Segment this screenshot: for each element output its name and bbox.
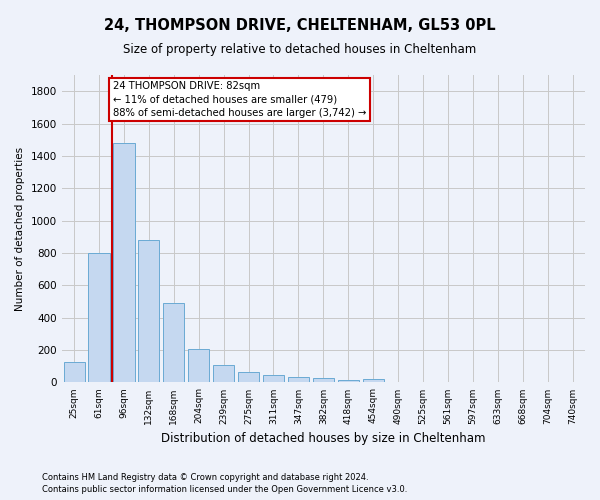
Bar: [238, 372, 259, 382]
Bar: [188, 350, 209, 382]
Text: 24 THOMPSON DRIVE: 82sqm
← 11% of detached houses are smaller (479)
88% of semi-: 24 THOMPSON DRIVE: 82sqm ← 11% of detach…: [113, 82, 366, 118]
Y-axis label: Number of detached properties: Number of detached properties: [15, 146, 25, 311]
Bar: [88, 253, 110, 382]
Bar: [113, 143, 134, 382]
Text: Size of property relative to detached houses in Cheltenham: Size of property relative to detached ho…: [124, 42, 476, 56]
Bar: [338, 380, 359, 382]
Bar: [263, 375, 284, 382]
Bar: [288, 377, 309, 382]
Bar: [213, 366, 234, 382]
Bar: [362, 379, 384, 382]
Text: Contains HM Land Registry data © Crown copyright and database right 2024.: Contains HM Land Registry data © Crown c…: [42, 472, 368, 482]
Bar: [138, 240, 160, 382]
Text: 24, THOMPSON DRIVE, CHELTENHAM, GL53 0PL: 24, THOMPSON DRIVE, CHELTENHAM, GL53 0PL: [104, 18, 496, 32]
Bar: [64, 362, 85, 382]
Bar: [163, 303, 184, 382]
X-axis label: Distribution of detached houses by size in Cheltenham: Distribution of detached houses by size …: [161, 432, 485, 445]
Bar: [313, 378, 334, 382]
Text: Contains public sector information licensed under the Open Government Licence v3: Contains public sector information licen…: [42, 485, 407, 494]
